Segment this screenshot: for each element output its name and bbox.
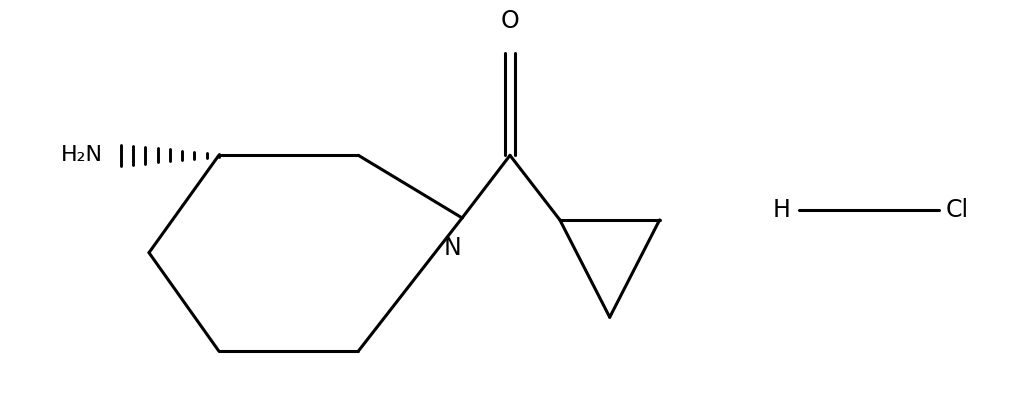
- Text: Cl: Cl: [945, 198, 967, 222]
- Text: H: H: [771, 198, 790, 222]
- Text: H₂N: H₂N: [61, 145, 103, 165]
- Text: O: O: [500, 9, 519, 33]
- Text: N: N: [443, 236, 461, 260]
